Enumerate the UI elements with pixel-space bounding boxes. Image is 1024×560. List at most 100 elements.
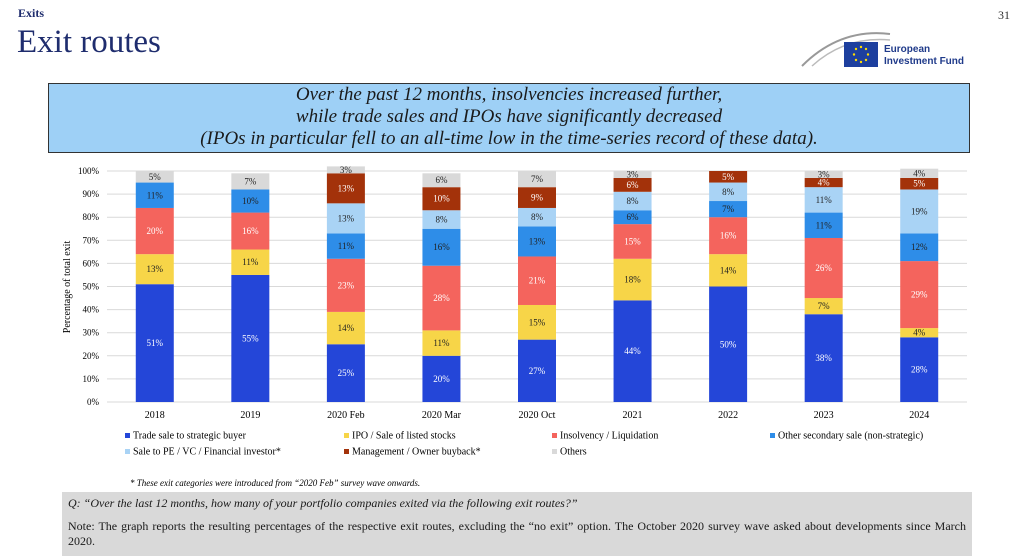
bar-segment xyxy=(709,201,748,218)
bar-segment xyxy=(135,182,174,208)
bar-segment xyxy=(326,258,365,312)
value-label: 25% xyxy=(338,368,355,378)
x-tick-label: 2019 xyxy=(240,410,260,421)
value-label: 7% xyxy=(244,176,257,186)
value-label: 13% xyxy=(529,236,546,246)
question: Q: “Over the last 12 months, how many of… xyxy=(68,496,578,510)
legend-label: Other secondary sale (non-strategic) xyxy=(778,431,923,442)
y-tick-label: 30% xyxy=(83,328,100,338)
bar-segment xyxy=(518,171,556,188)
value-label: 21% xyxy=(529,276,546,286)
value-label: 15% xyxy=(624,236,641,246)
value-label: 8% xyxy=(531,212,544,222)
bar-segment xyxy=(804,187,843,213)
y-tick-label: 60% xyxy=(83,258,100,268)
bar-segment xyxy=(804,177,843,188)
value-label: 51% xyxy=(147,338,164,348)
logo-text: Investment Fund xyxy=(884,56,964,67)
bar-segment xyxy=(709,182,748,202)
section: Exits xyxy=(18,6,45,20)
page-number: 31 xyxy=(998,8,1010,22)
x-tick-label: 2022 xyxy=(718,410,738,421)
bar-segment xyxy=(422,265,461,331)
value-label: 4% xyxy=(913,328,926,338)
y-tick-label: 50% xyxy=(83,282,100,292)
summary-line: (IPOs in particular fell to an all-time … xyxy=(200,128,818,149)
value-label: 10% xyxy=(433,194,450,204)
bar-segment xyxy=(613,210,652,225)
x-tick-label: 2020 Feb xyxy=(327,410,365,421)
value-label: 11% xyxy=(433,338,450,348)
bar-segment xyxy=(518,256,556,305)
value-label: 5% xyxy=(913,179,926,189)
bar-segment xyxy=(900,177,939,190)
value-label: 4% xyxy=(818,178,831,188)
legend-label: Management / Owner buyback* xyxy=(352,447,481,458)
bar-segment xyxy=(422,173,461,188)
legend-swatch xyxy=(552,433,557,438)
bar-segment xyxy=(326,166,365,174)
footnote: * These exit categories were introduced … xyxy=(130,478,421,488)
value-label: 11% xyxy=(338,241,355,251)
value-label: 44% xyxy=(624,346,641,356)
legend-label: Sale to PE / VC / Financial investor* xyxy=(133,447,281,458)
notes-box: Q: “Over the last 12 months, how many of… xyxy=(62,492,972,556)
bar-segment xyxy=(326,344,365,402)
bar-segment xyxy=(613,191,652,211)
legend-label: Trade sale to strategic buyer xyxy=(133,431,247,442)
bar-segment xyxy=(135,284,174,402)
bar-segment xyxy=(231,173,270,190)
x-tick-label: 2024 xyxy=(909,410,929,421)
y-tick-label: 10% xyxy=(83,374,100,384)
y-tick-label: 70% xyxy=(83,235,100,245)
bar-segment xyxy=(422,210,461,229)
chart: Percentage of total exit 0% 10% 20% 30% 40% 5… xyxy=(62,165,967,458)
y-tick-label: 0% xyxy=(87,397,100,407)
bar-segment xyxy=(518,207,556,227)
bar-segment xyxy=(900,233,939,262)
bar-segment xyxy=(804,298,843,315)
bar-segment xyxy=(804,212,843,238)
bar-segment xyxy=(518,304,556,340)
bar-segment xyxy=(900,328,939,338)
value-label: 13% xyxy=(338,213,355,223)
value-label: 20% xyxy=(147,226,164,236)
x-tick-label: 2020 Oct xyxy=(519,410,556,421)
value-label: 5% xyxy=(149,172,162,182)
value-label: 8% xyxy=(627,196,640,206)
bar-segment xyxy=(804,237,843,299)
legend-swatch xyxy=(344,433,349,438)
value-label: 11% xyxy=(242,257,259,267)
bar-segment xyxy=(900,261,939,329)
bar-segment xyxy=(804,171,843,178)
bar-segment xyxy=(709,254,748,287)
bar-segment xyxy=(135,254,174,285)
legend-swatch xyxy=(344,449,349,454)
bar-segment xyxy=(422,187,461,211)
bar-segment xyxy=(135,171,174,183)
title: Exit routes xyxy=(17,24,161,60)
value-label: 3% xyxy=(340,165,353,175)
value-label: 3% xyxy=(627,169,640,179)
bar-segment xyxy=(613,171,652,178)
legend-label: Others xyxy=(560,447,587,458)
value-label: 10% xyxy=(242,196,259,206)
y-tick-label: 20% xyxy=(83,351,100,361)
y-tick-label: 90% xyxy=(83,189,100,199)
legend-label: Insolvency / Liquidation xyxy=(560,431,658,442)
value-label: 18% xyxy=(624,275,641,285)
value-label: 8% xyxy=(435,215,448,225)
value-label: 5% xyxy=(722,172,735,182)
value-label: 3% xyxy=(818,169,831,179)
summary-line: while trade sales and IPOs have signific… xyxy=(295,106,723,127)
x-tick-label: 2023 xyxy=(814,410,834,421)
bar-segment xyxy=(900,337,939,402)
value-label: 11% xyxy=(816,195,833,205)
logo: European Investment Fund xyxy=(801,32,964,67)
logo-text: European xyxy=(884,44,930,55)
bar-segment xyxy=(326,311,365,345)
value-label: 6% xyxy=(435,175,448,185)
value-label: 11% xyxy=(816,220,833,230)
value-label: 50% xyxy=(720,339,737,349)
